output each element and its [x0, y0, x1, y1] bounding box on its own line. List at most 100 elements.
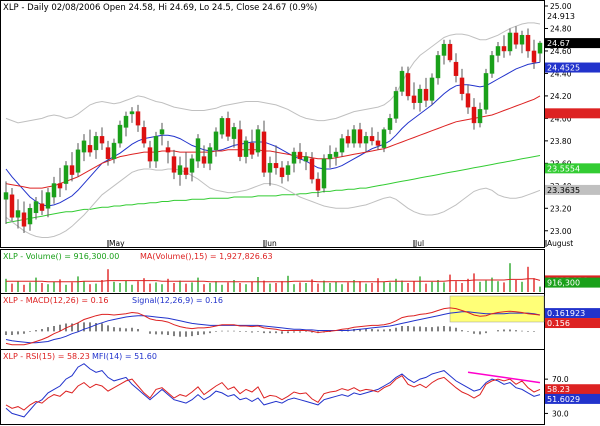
candle-body: [309, 158, 315, 180]
candle-body: [537, 42, 543, 54]
price-series-line-4: [5, 168, 541, 238]
price-tick-label: 24.00: [550, 114, 572, 123]
price-value-label-text: 24.67: [547, 39, 570, 48]
x-tick-label: Jun: [264, 239, 277, 248]
candle-body: [369, 136, 375, 142]
candle-body: [483, 73, 489, 110]
price-value-label-bg: [545, 38, 600, 49]
candle-body: [327, 154, 333, 160]
candle-body: [525, 34, 531, 52]
candle-body: [453, 61, 459, 76]
candle-body: [237, 129, 243, 157]
candle-body: [315, 178, 321, 191]
candle-body: [33, 201, 39, 214]
candle-body: [3, 192, 9, 200]
price-tick-label: 24.40: [550, 69, 572, 78]
price-tick-label: 24.60: [550, 47, 572, 56]
candle-body: [129, 111, 135, 115]
candle-body: [333, 151, 339, 157]
price-tick-label: 23.80: [550, 137, 572, 146]
rsi-value-label-text: 51.6029: [547, 395, 580, 404]
candle-body: [411, 95, 417, 103]
candle-body: [303, 156, 309, 162]
candle-body: [57, 183, 63, 189]
macd-value-label-text: 0.161923: [547, 309, 585, 318]
candle-body: [279, 167, 285, 178]
price-value-label-text: 24.913: [547, 12, 575, 21]
candle-body: [87, 145, 93, 153]
price-tick-label: 24.20: [550, 92, 572, 101]
candle-body: [267, 163, 273, 173]
price-tick-label: 23.00: [550, 227, 572, 236]
candle-body: [519, 34, 525, 45]
candle-body: [153, 136, 159, 162]
rsi-value-label-text: 58.23: [547, 385, 570, 394]
price-tick-label: 24.80: [550, 24, 572, 33]
candle-body: [321, 158, 327, 189]
macd-layer: [5, 295, 545, 346]
candle-body: [423, 88, 429, 101]
candle-body: [207, 147, 213, 164]
candle-body: [435, 55, 441, 79]
candle-body: [399, 70, 405, 92]
candle-body: [495, 46, 501, 56]
rsi-layer: [5, 363, 541, 418]
rsi-legend-2: MFI(14) = 51.60: [92, 352, 157, 361]
rsi-tick-label: 70.0: [552, 375, 569, 384]
candle-body: [93, 136, 99, 151]
volume-layer: [5, 263, 541, 292]
candle-body: [381, 129, 387, 148]
price-value-label-bg: [545, 163, 600, 174]
candle-body: [531, 50, 537, 63]
candle-body: [447, 43, 453, 61]
candle-body: [393, 91, 399, 119]
price-value-label-text: 23.5554: [547, 164, 580, 173]
macd-legend-1: XLP - MACD(12,26) = 0.16: [3, 296, 108, 305]
candle-body: [165, 147, 171, 153]
price-value-label: 24.913: [545, 10, 600, 21]
candle-body: [219, 118, 225, 135]
mfi-line: [5, 363, 541, 418]
x-tick-label: Jul: [414, 239, 424, 248]
rsi-value-label-bg: [545, 384, 600, 395]
candle-body: [99, 136, 105, 144]
candle-body: [291, 151, 297, 164]
rsi-legend-1: XLP - RSI(15) = 58.23: [3, 352, 90, 361]
candle-body: [9, 194, 15, 218]
chart-title: XLP - Daily 02/08/2006 Open 24.58, Hi 24…: [3, 3, 317, 13]
candle-body: [15, 210, 21, 218]
candle-body: [27, 208, 33, 225]
price-value-label-bg: [545, 10, 600, 21]
candle-body: [273, 163, 279, 169]
price-tick-label: 25.00: [550, 2, 572, 11]
price-value-label-bg: [545, 108, 600, 119]
price-value-label-text: 24.4525: [547, 64, 580, 73]
price-value-label-bg: [545, 62, 600, 73]
candle-body: [513, 32, 519, 45]
candle-body: [255, 129, 261, 153]
candle-body: [195, 138, 201, 162]
candle-body: [159, 129, 165, 135]
candle-body: [147, 147, 153, 162]
price-tick-label: 23.20: [550, 204, 572, 213]
candle-body: [63, 165, 69, 184]
candle-body: [75, 149, 81, 173]
price-series-line-1: [5, 95, 541, 189]
macd-signal-line: [5, 311, 541, 344]
macd-line: [5, 307, 541, 346]
rsi-tick-label: 30.0: [552, 409, 569, 418]
candle-body: [357, 129, 363, 144]
candle-body: [111, 142, 117, 160]
candle-body: [459, 77, 465, 94]
candle-body: [201, 156, 207, 164]
macd-highlight-box: [449, 295, 545, 323]
volume-value-label-text: 916,300: [547, 279, 580, 288]
candle-body: [45, 192, 51, 209]
macd-legend-2: Signal(12,26,9) = 0.16: [132, 296, 223, 305]
candle-body: [39, 203, 45, 211]
candle-body: [105, 147, 111, 160]
candle-body: [441, 43, 447, 56]
candle-body: [363, 136, 369, 144]
candle-body: [339, 138, 345, 153]
